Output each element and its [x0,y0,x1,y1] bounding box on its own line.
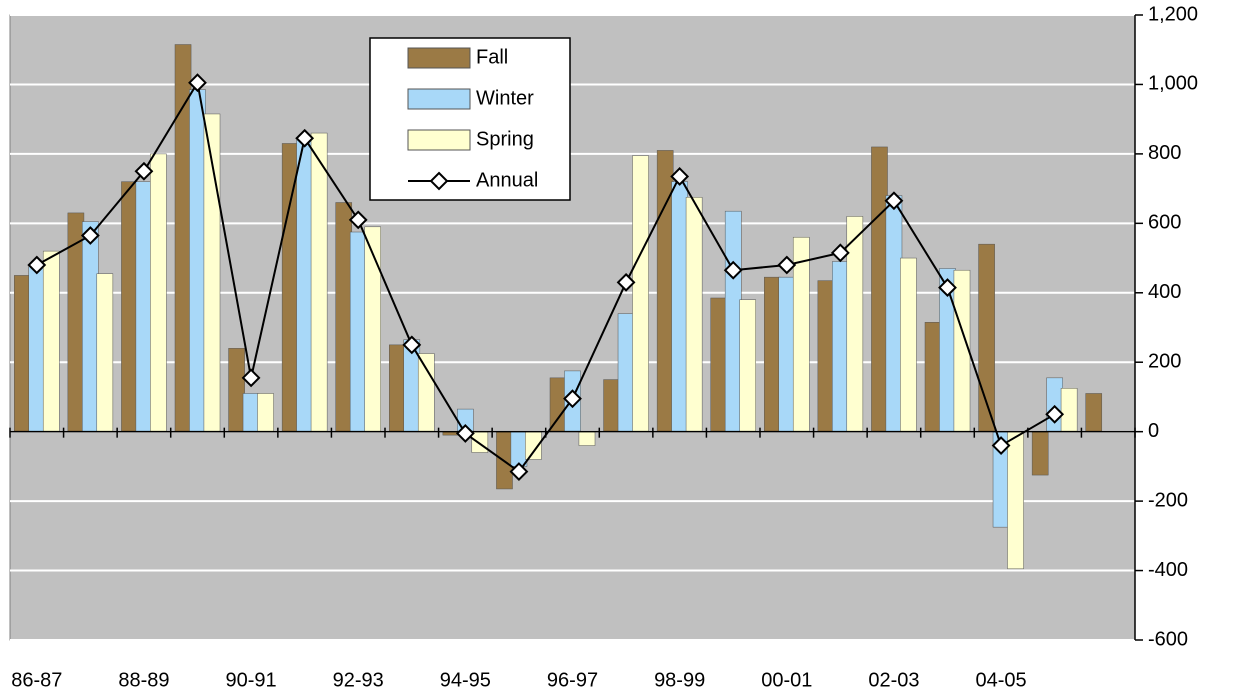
bar [82,221,99,432]
bar [189,89,206,432]
x-tick-label: 86-87 [11,669,62,691]
bar [871,146,888,432]
legend: Fall Winter Spring Annual [369,37,571,201]
bar [885,195,903,432]
legend-label: Spring [476,128,534,150]
marker [348,210,368,230]
bar [739,299,756,432]
bar [846,216,864,432]
bar [135,181,153,432]
legend-label: Fall [476,46,508,68]
marker [134,161,154,181]
bar [510,431,528,467]
marker [509,462,529,482]
legend-label: Annual [476,169,538,191]
marker [455,423,475,443]
y-tick-label: 800 [1148,142,1181,164]
y-tick-label: 200 [1148,351,1181,373]
bar [121,181,138,432]
bar [549,377,567,432]
bar [417,353,435,432]
legend-swatch [407,47,471,69]
x-tick-label: 92-93 [333,669,384,691]
bar [310,132,328,432]
bar [1031,431,1049,476]
marker [402,335,422,355]
y-tick-label: 600 [1148,212,1181,234]
bar [632,155,649,432]
marker [1045,404,1065,424]
marker [670,167,690,186]
x-tick-label: 96-97 [547,669,598,691]
bar [924,322,942,432]
marker [27,255,47,275]
marker [884,191,904,211]
bar [778,276,796,432]
bar [617,313,635,432]
bar [242,393,260,432]
bar [42,250,60,432]
bar [603,379,620,432]
bar [364,226,381,432]
marker [188,73,207,93]
legend-label: Winter [476,87,534,109]
marker [991,436,1011,455]
y-tick-label: 1,200 [1148,3,1198,25]
marker [563,389,582,409]
line [36,79,1056,473]
x-tick-label: 88-89 [118,669,169,691]
bar [1085,393,1103,432]
x-tick-label: 04-05 [975,669,1026,691]
bar [1007,431,1024,570]
marker [830,243,850,263]
bar [14,275,31,432]
bar [817,280,835,432]
bar [710,297,728,432]
bar [671,181,688,432]
bar [349,231,367,432]
y-tick-label: -200 [1148,489,1188,511]
legend-swatch [407,88,471,110]
bar [578,431,596,446]
y-tick-label: 1,000 [1148,73,1198,95]
x-tick-label: 02-03 [868,669,919,691]
y-tick-label: 400 [1148,281,1181,303]
bar [389,344,406,432]
bar [28,264,46,432]
bar [724,210,742,432]
x-tick-label: 90-91 [225,669,276,691]
legend-swatch [407,129,471,151]
bar [150,153,167,432]
marker [616,272,636,292]
bar [832,261,849,432]
bar [296,139,313,432]
marker [938,278,957,297]
y-tick-label: -600 [1148,628,1188,650]
marker [777,255,797,275]
marker [723,260,743,280]
bar [281,143,299,432]
x-tick-label: 00-01 [761,669,812,691]
bar [228,348,245,432]
bar [96,273,114,432]
bar [685,197,703,432]
marker [295,128,315,148]
bar [764,276,781,432]
bar [257,393,274,432]
legend-marker [429,171,449,191]
bar [1060,388,1078,432]
bar [335,202,353,432]
y-tick-label: 0 [1148,420,1159,442]
bar [792,236,810,432]
bar [174,44,192,432]
marker [80,226,100,245]
x-tick-label: 94-95 [440,669,491,691]
bar [900,257,917,432]
x-tick-label: 98-99 [654,669,705,691]
bar [953,269,971,432]
y-tick-label: -400 [1148,559,1188,581]
marker [241,368,261,388]
bar [471,431,489,453]
